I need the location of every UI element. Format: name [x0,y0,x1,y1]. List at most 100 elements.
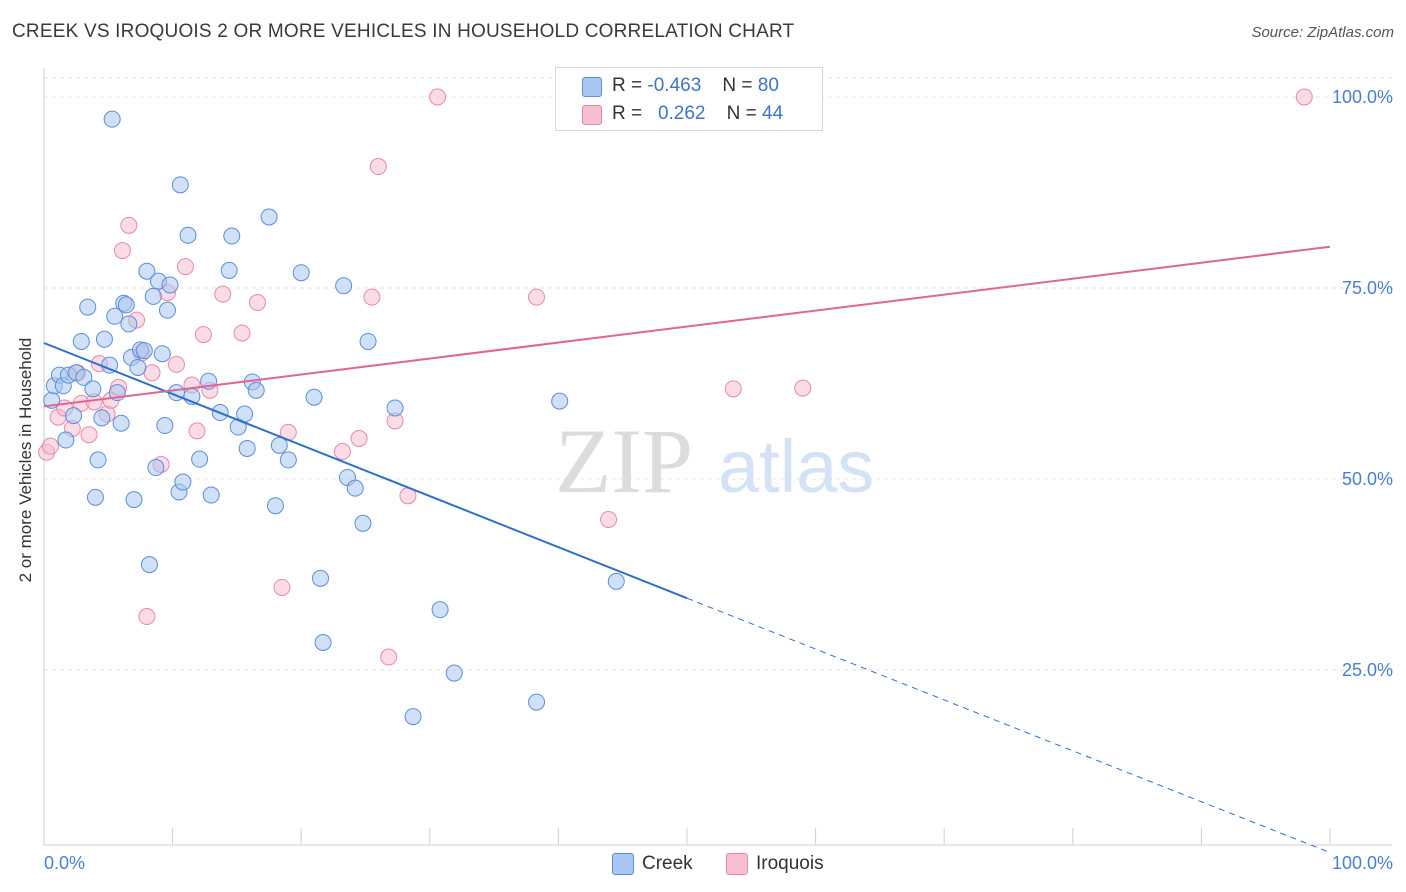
iroquois-point [138,608,156,626]
iroquois-point [167,355,185,373]
creek-point [354,514,372,532]
gridlines [44,77,1392,671]
creek-point [147,459,165,477]
iroquois-point [724,380,742,398]
iroquois-point [233,324,251,342]
creek-point [106,307,124,325]
creek-point [117,296,135,314]
iroquois-point [176,258,194,276]
creek-trend-extension [686,597,1331,854]
iroquois-point [794,379,812,397]
creek-point [607,572,625,590]
creek-point [314,633,332,651]
creek-point [129,358,147,376]
creek-point [202,486,220,504]
creek-point [153,345,171,363]
creek-point [292,264,310,282]
creek-point [431,601,449,619]
chart-title: CREEK VS IROQUOIS 2 OR MORE VEHICLES IN … [12,21,795,42]
iroquois-point [1295,88,1313,106]
creek-point [171,176,189,194]
creek-point [305,388,323,406]
creek-point [359,332,377,350]
iroquois-point [369,158,387,176]
creek-point [220,261,238,279]
creek-point [191,450,209,468]
iroquois-point [143,364,161,382]
creek-point [158,301,176,319]
y-tick-label: 100.0% [1332,87,1393,107]
tick-labels: 25.0% 50.0% 75.0% 100.0% 0.0% 100.0% [44,87,1393,873]
creek-point [135,342,153,360]
trend-lines [43,245,1331,854]
iroquois-point [429,88,447,106]
iroquois-series [38,88,1313,666]
creek-point [335,277,353,295]
creek-point [528,693,546,711]
iroquois-legend-label: Iroquois [756,853,824,874]
correlation-legend: R = -0.463 N = 80 R = 0.262 N = 44 [555,67,823,131]
creek-point [79,298,97,316]
creek-point [311,569,329,587]
creek-point [179,226,197,244]
creek-point [156,417,174,435]
creek-point [138,262,156,280]
creek-point [93,409,111,427]
creek-legend-swatch [612,853,634,875]
legend-n-value: 80 [757,75,779,96]
creek-point [65,407,83,425]
y-tick-label: 75.0% [1342,278,1393,298]
creek-point [57,431,75,449]
creek-point [161,276,179,294]
iroquois-point [248,294,266,312]
iroquois-point [188,422,206,440]
zipatlas-watermark: ZIP atlas [555,410,874,512]
creek-point [223,227,241,245]
creek-point [144,287,162,305]
legend-r-value: 0.262 [657,103,706,124]
creek-point [140,556,158,574]
creek-point [95,330,113,348]
creek-point [266,497,284,515]
creek-point [86,488,104,506]
iroquois-point [350,430,368,448]
creek-trend-line [43,342,688,600]
iroquois-point [214,285,232,303]
creek-point [72,332,90,350]
iroquois-point [333,442,351,460]
legend-r-label: R = [612,75,643,96]
creek-point [84,380,102,398]
creek-point [270,436,288,454]
iroquois-point [600,510,618,528]
iroquois-point [380,648,398,666]
iroquois-point [80,426,98,444]
iroquois-point [41,437,59,455]
source-credit: Source: ZipAtlas.com [1251,24,1394,41]
iroquois-point [528,288,546,306]
iroquois-point [113,242,131,260]
legend-n-value: 44 [762,103,784,124]
watermark-atlas: atlas [718,425,874,508]
iroquois-legend-swatch [726,853,748,875]
creek-series [43,110,625,726]
watermark-zip: ZIP [555,410,693,512]
legend-n-label: N = [726,103,757,124]
creek-point [404,708,422,726]
creek-legend-label: Creek [642,853,693,874]
y-tick-label: 50.0% [1342,469,1393,489]
creek-point [75,368,93,386]
x-tick-label: 0.0% [44,853,85,873]
iroquois-point [194,326,212,344]
creek-point [247,381,265,399]
creek-point [89,451,107,469]
creek-point [260,208,278,226]
creek-point [551,392,569,410]
x-tick-label: 100.0% [1332,853,1393,873]
creek-point [112,414,130,432]
iroquois-point [363,288,381,306]
legend-r-label: R = [612,103,643,124]
creek-point [346,479,364,497]
creek-point [238,439,256,457]
creek-point [445,664,463,682]
y-tick-label: 25.0% [1342,660,1393,680]
